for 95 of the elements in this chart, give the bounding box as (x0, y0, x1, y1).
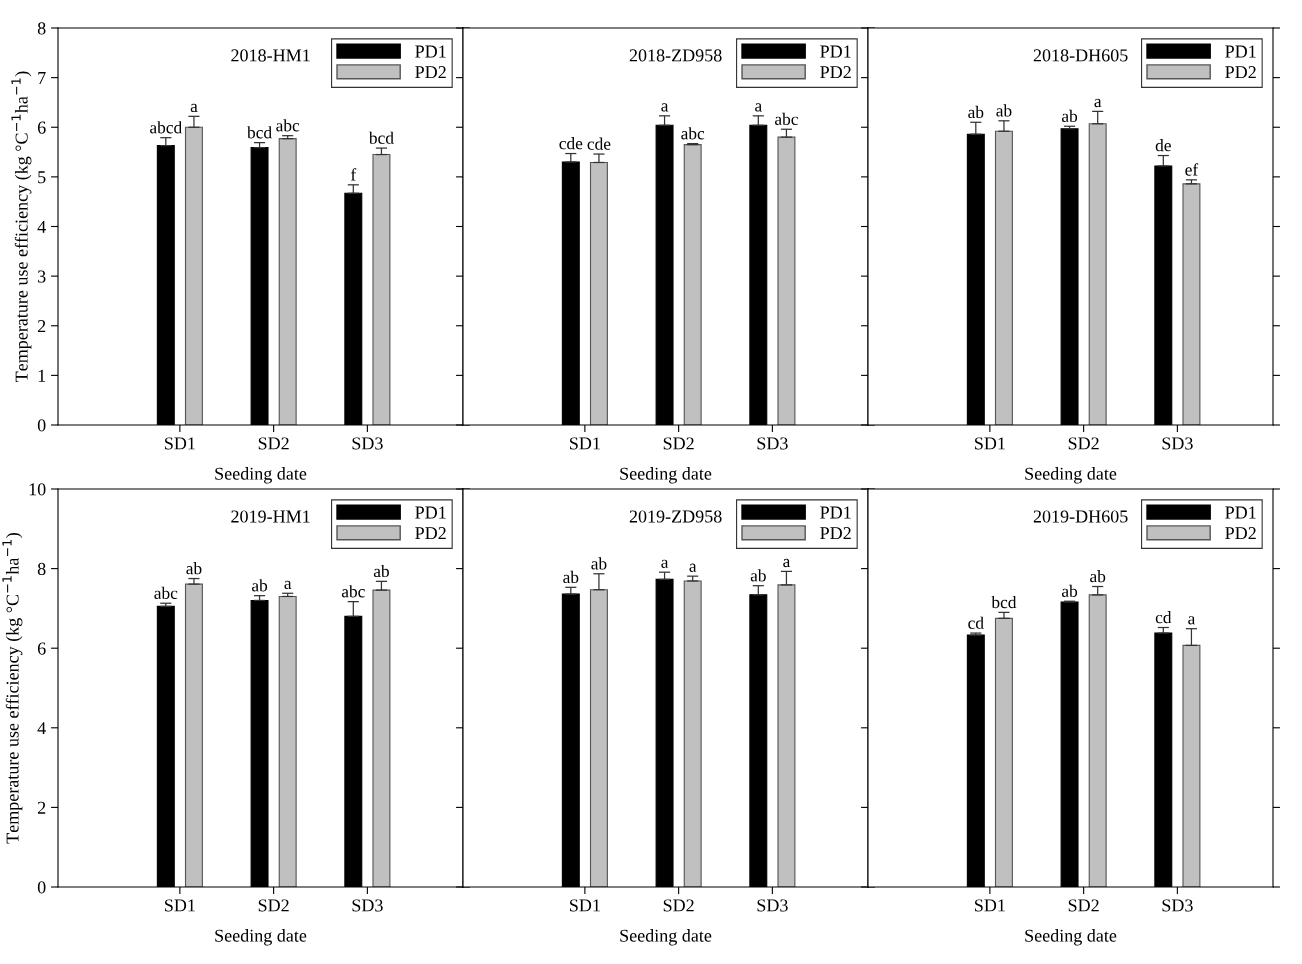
x-tick-label: SD1 (570, 437, 600, 450)
y-tick-label: 5 (38, 171, 46, 184)
data-label: a (755, 103, 762, 112)
data-label: ab (373, 564, 389, 578)
legend-label: PD2 (1225, 66, 1256, 79)
data-label: a (661, 559, 669, 568)
data-label: abc (276, 119, 300, 132)
data-label: ab (563, 570, 579, 584)
text: 2019-HM1 (231, 510, 310, 523)
x-tick-label: SD1 (975, 899, 1005, 912)
y-tick-label: 0 (37, 419, 46, 432)
legend-label: PD2 (1225, 527, 1256, 540)
data-label: cd (1155, 611, 1172, 624)
data-label: ab (251, 579, 268, 592)
x-tick-label: SD2 (258, 899, 289, 912)
data-label: bcd (368, 131, 394, 144)
legend-label: PD1 (1225, 506, 1256, 519)
text: 2018-ZD958 (629, 49, 722, 62)
x-tick-label: SD3 (757, 437, 788, 450)
data-label: cde (587, 137, 611, 150)
y-axis-title: Temperature use efficiency (kg °C$^{−1}$ha$^{−1}$) (11, 71, 32, 382)
data-label: ab (1061, 109, 1078, 123)
data-label: a (783, 558, 791, 568)
data-label: ef (1185, 163, 1199, 176)
y-tick-label: 8 (37, 22, 46, 35)
x-axis-title: Seeding date (215, 929, 307, 946)
legend-label: PD1 (820, 45, 851, 58)
text: 2018-DH605 (1033, 49, 1128, 62)
data-label: bcd (247, 126, 272, 139)
data-label: ab (750, 569, 766, 582)
data-label: ab (996, 104, 1012, 117)
y-tick-label: 4 (37, 722, 46, 735)
y-tick-label: 6 (37, 642, 46, 655)
x-tick-label: SD1 (570, 899, 600, 912)
y-tick-label: 10 (29, 483, 46, 496)
y-tick-label: 7 (38, 72, 46, 84)
x-tick-label: SD3 (1162, 899, 1193, 912)
x-axis-title: Seeding date (620, 929, 712, 946)
text: 2019-ZD958 (629, 510, 722, 523)
x-axis-title: Seeding date (1025, 929, 1117, 946)
legend-label: PD1 (1225, 45, 1256, 58)
data-label: abc (341, 585, 365, 598)
data-label: abc (154, 586, 178, 600)
x-axis-title: Seeding date (215, 467, 307, 484)
x-axis-title: Seeding date (620, 467, 712, 484)
data-label: abc (681, 127, 705, 140)
x-tick-label: SD3 (352, 437, 383, 450)
data-label: abcd (150, 121, 182, 134)
legend-label: PD1 (415, 45, 446, 58)
data-label: a (190, 103, 198, 113)
data-label: abc (775, 112, 798, 126)
y-tick-label: 2 (37, 320, 46, 333)
x-tick-label: SD3 (352, 899, 383, 912)
legend-label: PD2 (820, 527, 851, 540)
y-tick-label: 3 (38, 270, 46, 283)
data-label: a (1094, 98, 1102, 108)
y-tick-label: 4 (37, 220, 46, 233)
data-label: ab (186, 562, 202, 575)
legend-label: PD1 (820, 506, 851, 519)
data-label: a (1188, 616, 1196, 625)
data-label: ab (1061, 584, 1078, 598)
text: 2019-DH605 (1033, 510, 1128, 523)
legend-label: PD2 (415, 66, 446, 79)
x-tick-label: SD2 (663, 437, 694, 450)
x-tick-label: SD3 (757, 899, 788, 912)
x-tick-label: SD3 (1162, 437, 1193, 450)
data-label: a (689, 563, 697, 572)
x-tick-label: SD2 (1068, 899, 1099, 912)
data-label: de (1155, 139, 1171, 152)
legend-label: PD1 (415, 506, 446, 519)
y-tick-label: 1 (38, 369, 46, 382)
data-label: ab (1090, 570, 1106, 583)
text: 2018-HM1 (231, 49, 310, 62)
x-axis-title: Seeding date (1025, 467, 1117, 484)
legend-label: PD2 (415, 527, 446, 540)
y-tick-label: 0 (37, 881, 46, 894)
x-tick-label: SD2 (258, 437, 289, 450)
data-label: ab (591, 557, 607, 570)
x-tick-label: SD2 (1068, 437, 1099, 450)
x-tick-label: SD2 (663, 899, 694, 912)
data-label: cd (968, 616, 984, 629)
data-label: a (661, 103, 669, 112)
data-label: bcd (991, 595, 1017, 609)
y-tick-label: 8 (37, 562, 46, 576)
data-label: a (284, 580, 292, 590)
y-axis-title: Temperature use efficiency (kg °C$^{−1}$ha$^{−1}$) (2, 533, 23, 844)
x-tick-label: SD1 (165, 437, 195, 450)
legend-label: PD2 (820, 66, 851, 79)
x-tick-label: SD1 (975, 437, 1005, 450)
data-label: ab (968, 105, 984, 119)
x-tick-label: SD1 (165, 899, 195, 912)
data-label: f (350, 168, 357, 181)
data-label: cde (559, 137, 583, 150)
y-tick-label: 6 (37, 121, 46, 134)
y-tick-label: 2 (37, 801, 46, 814)
